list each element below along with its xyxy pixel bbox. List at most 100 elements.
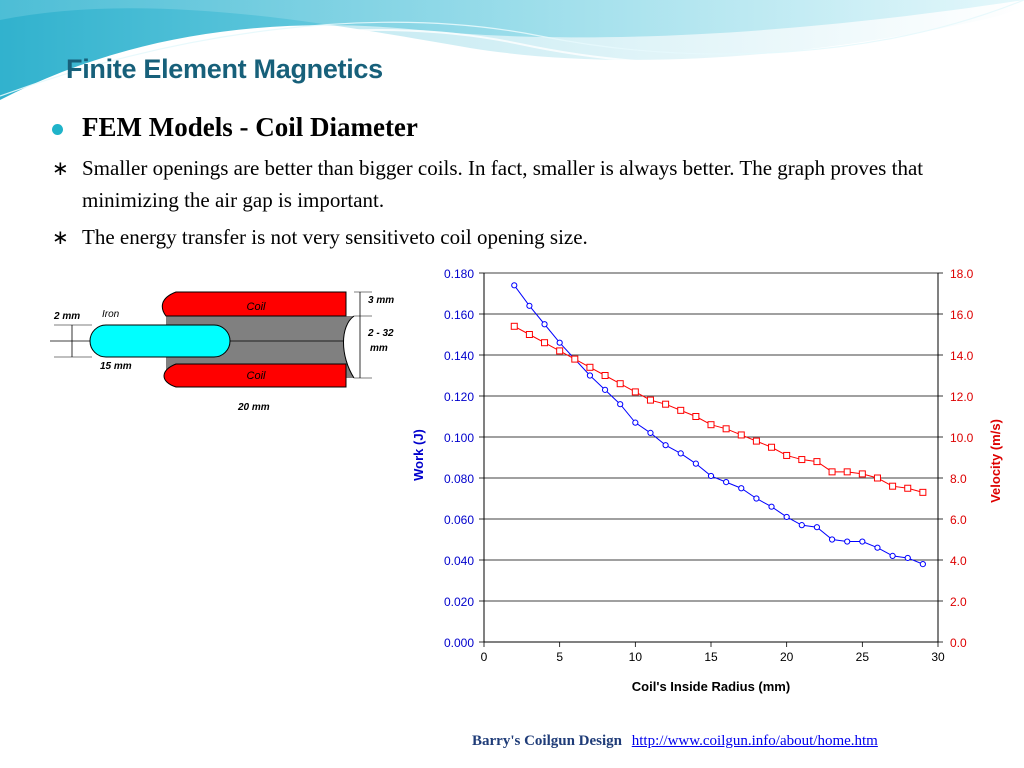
work-data-point: [844, 538, 851, 545]
thickness-label: 3 mm: [368, 295, 394, 306]
x-tick-label: 0: [481, 650, 488, 664]
velocity-data-point: [798, 456, 806, 464]
velocity-data-point: [616, 380, 624, 388]
work-data-point: [723, 479, 730, 486]
velocity-data-point: [813, 458, 821, 466]
work-data-point: [874, 544, 881, 551]
work-data-point: [889, 552, 896, 559]
work-data-point: [919, 561, 926, 568]
velocity-data-point: [858, 470, 866, 478]
x-tick-label: 20: [780, 650, 794, 664]
velocity-data-point: [783, 451, 791, 459]
velocity-data-point: [692, 413, 700, 420]
work-data-point: [662, 442, 669, 449]
velocity-data-point: [631, 388, 639, 396]
velocity-data-point: [586, 363, 594, 371]
work-data-point: [511, 282, 518, 289]
chart-tick-labels: 0.0000.0200.0400.0600.0800.1000.1200.140…: [444, 267, 974, 664]
length-label: 15 mm: [100, 361, 132, 372]
opening-label-2: mm: [370, 343, 388, 354]
y2-tick-label: 18.0: [950, 267, 974, 281]
footer-source: Barry's Coilgun Design: [472, 733, 623, 749]
coil-bottom-label: Coil: [247, 370, 267, 382]
y-axis-label-work: Work (J): [411, 429, 426, 481]
velocity-data-point: [556, 347, 564, 355]
x-tick-label: 30: [931, 650, 945, 664]
velocity-data-point: [525, 331, 533, 338]
y-tick-label: 0.160: [444, 308, 474, 322]
x-tick-label: 10: [629, 650, 643, 664]
velocity-data-point: [768, 443, 776, 451]
y2-tick-label: 12.0: [950, 390, 974, 404]
work-data-point: [601, 386, 609, 393]
work-data-point: [647, 429, 654, 436]
y-tick-label: 0.060: [444, 513, 474, 527]
velocity-data-point: [571, 355, 579, 363]
work-data-point: [859, 538, 866, 545]
velocity-data-point: [919, 488, 927, 496]
x-tick-label: 5: [556, 650, 563, 664]
sub-point-2-text: The energy transfer is not very sensitiv…: [82, 225, 588, 249]
main-bullet-text: FEM Models - Coil Diameter: [82, 112, 418, 142]
velocity-data-point: [752, 437, 760, 445]
velocity-data-point: [707, 421, 715, 429]
work-data-point: [677, 450, 684, 457]
bullet-dot-icon: [52, 124, 63, 135]
work-data-point: [632, 419, 639, 426]
work-data-point: [541, 321, 548, 328]
coil-opening-edge: [343, 315, 355, 379]
velocity-data-point: [510, 322, 518, 330]
y2-tick-label: 2.0: [950, 595, 967, 609]
velocity-data-point: [646, 396, 654, 404]
y2-tick-label: 10.0: [950, 431, 974, 445]
y2-tick-label: 16.0: [950, 308, 974, 322]
velocity-data-point: [889, 482, 897, 490]
work-velocity-chart: 0.0000.0200.0400.0600.0800.1000.1200.140…: [408, 258, 1016, 698]
y-tick-label: 0.020: [444, 595, 474, 609]
y-tick-label: 0.100: [444, 431, 474, 445]
y-tick-label: 0.000: [444, 636, 474, 650]
work-data-point: [692, 460, 699, 467]
iron-projectile: [89, 324, 231, 358]
velocity-data-point: [541, 339, 549, 347]
series-line-velocity: [514, 325, 923, 493]
chart-axes: [479, 272, 943, 647]
velocity-data-point: [737, 431, 745, 439]
x-axis-label: Coil's Inside Radius (mm): [632, 679, 790, 694]
work-data-point: [707, 472, 715, 480]
velocity-data-point: [904, 484, 912, 492]
asterisk-bullet-icon: ∗: [52, 225, 69, 249]
footer-link[interactable]: http://www.coilgun.info/about/home.htm: [631, 733, 878, 749]
work-data-point: [738, 485, 745, 492]
coil-cross-section-diagram: Coil Coil Iron 2 mm 15 mm 20 mm 3 mm 2 -…: [50, 291, 394, 413]
velocity-data-point: [828, 468, 836, 476]
asterisk-bullet-icon: ∗: [52, 156, 69, 180]
y2-tick-label: 4.0: [950, 554, 967, 568]
work-data-point: [798, 522, 805, 529]
coil-top-winding: [161, 291, 347, 317]
velocity-data-point: [843, 468, 851, 476]
opening-label-1: 2 - 32: [367, 328, 394, 339]
work-data-point: [586, 372, 594, 379]
coil-bottom-winding: [163, 363, 347, 388]
work-data-point: [904, 554, 911, 562]
y2-tick-label: 14.0: [950, 349, 974, 363]
work-data-point: [783, 513, 790, 521]
y-tick-label: 0.140: [444, 349, 474, 363]
work-data-point: [828, 536, 836, 543]
y-tick-label: 0.120: [444, 390, 474, 404]
x-tick-label: 15: [704, 650, 718, 664]
y2-tick-label: 0.0: [950, 636, 967, 650]
header-wave-decoration: [0, 0, 1024, 111]
work-data-point: [813, 524, 821, 531]
y-tick-label: 0.080: [444, 472, 474, 486]
x-tick-label: 25: [856, 650, 870, 664]
work-data-point: [526, 302, 533, 309]
coil-top-label: Coil: [247, 301, 267, 313]
iron-label: Iron: [102, 309, 120, 320]
velocity-data-point: [601, 372, 609, 379]
work-data-point: [753, 495, 760, 502]
y-tick-label: 0.180: [444, 267, 474, 281]
velocity-data-point: [677, 406, 685, 414]
slide-title: Finite Element Magnetics: [66, 54, 383, 84]
